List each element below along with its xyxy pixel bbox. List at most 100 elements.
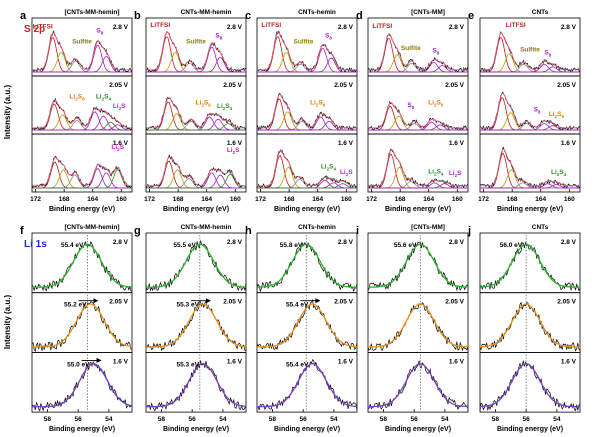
fit-peak-line xyxy=(480,243,580,288)
raw-spectrum-line xyxy=(367,360,469,411)
x-axis-title: Binding energy (eV) xyxy=(497,426,563,433)
peak-label: Li2S xyxy=(227,147,240,155)
potential-label: 2.8 V xyxy=(561,24,577,31)
subplot-frame xyxy=(479,351,581,413)
peak-energy-label: 55.5 eV xyxy=(173,242,196,249)
fit-peak-line xyxy=(480,363,580,408)
fit-envelope-line xyxy=(368,101,468,129)
fit-peak-line xyxy=(257,243,357,288)
peak-energy-label: 55.4 eV xyxy=(286,302,309,309)
x-tick-label: 160 xyxy=(116,196,127,203)
x-tick-label: 56 xyxy=(300,416,308,423)
fit-envelope-line xyxy=(257,31,357,71)
sample-name: CNTs-MM-hemin xyxy=(181,224,232,231)
subplot-h-2: 55.4 eV 1.6 V xyxy=(256,351,358,413)
shift-arrow-head xyxy=(315,298,321,304)
peak-label: Li2S4 xyxy=(217,103,233,111)
x-tick-label: 56 xyxy=(523,416,531,423)
peak-label: S8 xyxy=(534,107,541,115)
fit-envelope-line xyxy=(146,97,246,129)
fit-component-4 xyxy=(257,57,357,73)
x-tick-label: 160 xyxy=(341,196,352,203)
x-axis-title: Binding energy (eV) xyxy=(274,206,340,213)
fit-component-4 xyxy=(146,56,246,73)
subplot-frame xyxy=(145,351,247,413)
fit-envelope-line xyxy=(480,32,580,71)
x-tick-label: 172 xyxy=(366,196,377,203)
x-tick-label: 168 xyxy=(173,196,184,203)
potential-label: 2.8 V xyxy=(338,239,354,246)
raw-spectrum-line xyxy=(31,300,133,352)
subplot-f-2: 55.0 eV 1.6 V xyxy=(31,351,133,413)
panel-letter: d xyxy=(356,10,363,22)
peak-energy-label: 56.0 eV xyxy=(500,242,523,249)
subplot-j-1: 2.05 V xyxy=(479,292,581,353)
x-axis-title: Binding energy (eV) xyxy=(163,206,229,213)
shift-arrow-head xyxy=(93,298,99,304)
x-tick-label: 168 xyxy=(284,196,295,203)
raw-spectrum-line xyxy=(145,360,247,412)
fit-component-4 xyxy=(257,120,357,131)
spectrum-region-label: Li 1s xyxy=(24,239,47,250)
fit-peak-line xyxy=(256,363,357,408)
peak-label: LiTFSI xyxy=(506,22,526,29)
peak-label: Li2S4 xyxy=(428,168,444,176)
x-axis-title: Binding energy (eV) xyxy=(49,426,115,433)
subplot-h-0: 55.8 eV 2.8 V xyxy=(256,232,358,294)
raw-spectrum-line xyxy=(256,242,358,293)
peak-label: Li2S4 xyxy=(321,164,337,172)
x-tick-label: 54 xyxy=(441,416,449,423)
fit-envelope-line xyxy=(368,148,468,187)
x-tick-label: 54 xyxy=(105,416,113,423)
subplot-f-1: 55.2 eV 2.05 V xyxy=(31,292,133,353)
peak-label: Li2S xyxy=(111,144,124,152)
peak-label: Sulfite xyxy=(520,46,540,53)
x-tick-label: 164 xyxy=(201,196,212,203)
potential-label: 2.05 V xyxy=(223,82,242,89)
y-axis-title-top: Intensity (a.u.) xyxy=(3,85,12,140)
x-tick-label: 56 xyxy=(189,416,197,423)
x-tick-label: 172 xyxy=(255,196,266,203)
shift-arrow-head xyxy=(96,357,102,363)
peak-energy-label: 55.4 eV xyxy=(286,361,309,368)
x-tick-label: 160 xyxy=(230,196,241,203)
x-tick-label: 172 xyxy=(30,196,41,203)
sample-name: CNTs-hemin xyxy=(298,9,336,16)
x-axis-title: Binding energy (eV) xyxy=(274,426,340,433)
potential-label: 1.6 V xyxy=(338,358,354,365)
subplot-g-0: 55.5 eV 2.8 V xyxy=(145,232,247,294)
subplot-frame xyxy=(256,133,358,193)
x-tick-label: 164 xyxy=(423,196,434,203)
peak-label: Li2S xyxy=(449,170,462,178)
sample-name: CNTs xyxy=(532,224,549,231)
subplot-i-0: 55.6 eV 2.8 V xyxy=(367,232,469,294)
fit-component-4 xyxy=(368,65,468,73)
potential-label: 2.05 V xyxy=(334,82,353,89)
subplot-i-2: 1.6 V xyxy=(367,351,469,413)
fit-peak-line xyxy=(32,303,133,348)
fit-peak-line xyxy=(256,303,357,348)
x-tick-label: 58 xyxy=(269,416,277,423)
peak-energy-label: 55.2 eV xyxy=(64,302,87,309)
shift-arrow-head xyxy=(205,298,211,304)
subplot-d-2: Li2S4 Li2S 1.6 V xyxy=(367,133,469,193)
potential-label: 1.6 V xyxy=(227,140,243,147)
panel-e: LiTFSI Sulfite S8 2.8 V S8 Li2S6 2.05 V Li2S4 1.… xyxy=(468,9,581,213)
raw-spectrum-line xyxy=(145,240,247,292)
peak-label: Sulfite xyxy=(293,38,313,45)
peak-energy-label: 55.6 eV xyxy=(394,242,417,249)
subplot-c-1: Li2S6 2.05 V xyxy=(256,75,358,135)
subplot-h-1: 55.4 eV 2.05 V xyxy=(256,292,358,353)
subplot-f-0: 55.4 eV 2.8 V xyxy=(31,232,133,294)
raw-spectrum-line xyxy=(479,301,581,352)
fit-peak-line xyxy=(32,363,133,408)
fit-peak-line xyxy=(146,243,246,288)
x-tick-label: 164 xyxy=(312,196,323,203)
x-tick-label: 58 xyxy=(44,416,52,423)
